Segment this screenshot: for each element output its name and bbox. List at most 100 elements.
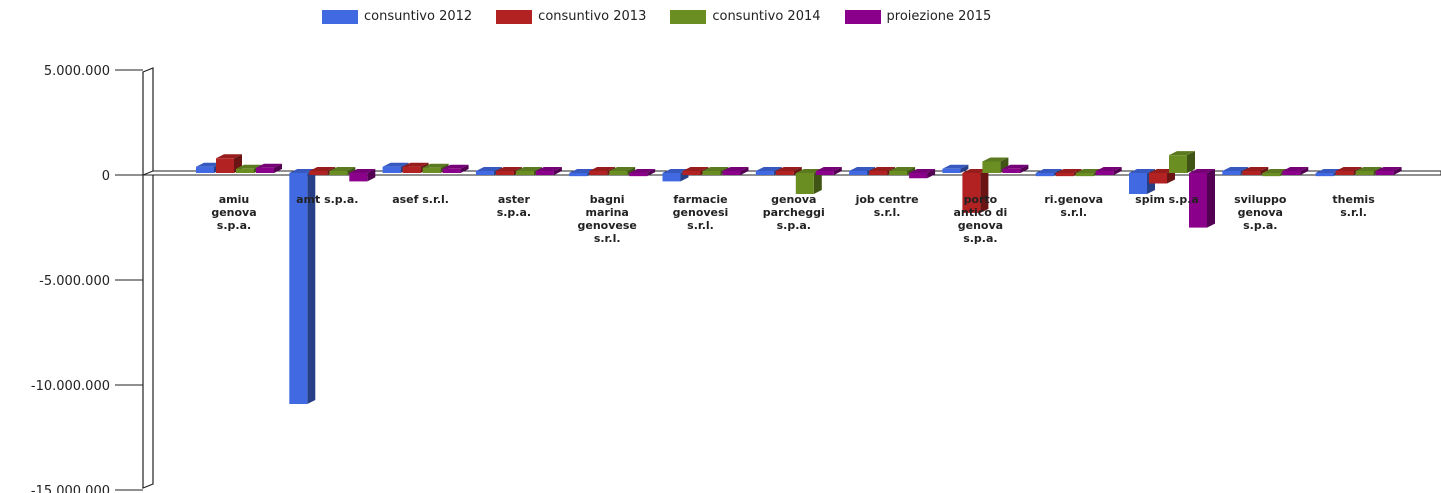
bar-front <box>1375 171 1394 175</box>
bar-side <box>1113 167 1122 175</box>
category-label: porto antico di genova s.p.a. <box>953 193 1007 245</box>
bar-top <box>889 167 916 171</box>
bar-front <box>382 166 401 173</box>
bar-top <box>722 167 749 171</box>
category-label-line: genova <box>958 219 1003 232</box>
category-label-line: s.r.l. <box>874 206 901 219</box>
bar-top <box>236 164 262 169</box>
bar-top <box>309 167 336 171</box>
bar-front <box>662 173 681 182</box>
bar[interactable] <box>1169 151 1195 173</box>
legend-label-2015: proiezione 2015 <box>886 9 992 24</box>
category-label-line: s.p.a. <box>1243 219 1277 232</box>
bar[interactable] <box>629 169 656 177</box>
bar[interactable] <box>1375 167 1402 175</box>
bar-top <box>475 167 502 171</box>
bar[interactable] <box>216 154 242 173</box>
bar-top <box>1035 169 1062 173</box>
legend-item-2013[interactable]: consuntivo 2013 <box>496 9 646 24</box>
category-label: genova parcheggi s.p.a. <box>763 193 825 232</box>
bar-side <box>813 169 822 194</box>
bar-front <box>1282 171 1301 175</box>
bar[interactable] <box>1189 169 1215 228</box>
bar-side <box>307 169 316 404</box>
bar-top <box>569 169 596 173</box>
bar-side <box>960 164 969 173</box>
bar-side <box>1393 167 1402 175</box>
bar-front <box>702 171 721 175</box>
category-label-line: porto <box>964 193 998 206</box>
category-label-line: spim s.p.a <box>1135 193 1199 206</box>
category-label-line: farmacie <box>673 193 727 206</box>
bar[interactable] <box>289 169 316 404</box>
bar-side <box>274 163 282 173</box>
bar[interactable] <box>795 169 822 194</box>
bar-top <box>1095 167 1122 171</box>
category-label: ri.genova s.r.l. <box>1044 193 1103 219</box>
bar[interactable] <box>942 164 969 173</box>
bar-side <box>647 169 656 177</box>
bar-top <box>1075 169 1102 173</box>
category-label-line: s.r.l. <box>594 232 621 245</box>
bar[interactable] <box>256 163 282 173</box>
category-label-line: themis <box>1332 193 1375 206</box>
bar-top <box>1149 169 1175 173</box>
bar-top <box>609 167 636 171</box>
bar-front <box>349 173 368 182</box>
bar-top <box>515 167 542 171</box>
legend-item-2012[interactable]: consuntivo 2012 <box>322 9 472 24</box>
bar-front <box>196 166 214 173</box>
bar-front <box>795 173 814 194</box>
bar-front <box>1002 168 1021 173</box>
bars <box>196 151 1402 404</box>
bar[interactable] <box>815 167 842 175</box>
bar-top <box>1335 167 1362 171</box>
bar-top <box>1242 167 1269 171</box>
bar[interactable] <box>442 164 469 173</box>
category-label-line: genova <box>211 206 256 219</box>
bar[interactable] <box>1282 167 1309 175</box>
bar-top <box>422 163 449 168</box>
bar-front <box>495 171 514 175</box>
category-label-line: bagni <box>590 193 625 206</box>
bar-side <box>980 169 989 213</box>
category-label: aster s.p.a. <box>497 193 531 219</box>
bar-front <box>1222 171 1241 175</box>
bar-top <box>216 154 242 159</box>
bar-top <box>682 167 709 171</box>
category-label-line: amt s.p.a. <box>296 193 358 206</box>
category-label-line: genovese <box>578 219 637 232</box>
category-label-line: marina <box>586 206 629 219</box>
legend-item-2014[interactable]: consuntivo 2014 <box>670 9 821 24</box>
bar-top <box>442 164 469 169</box>
category-label: job centre s.r.l. <box>855 193 919 219</box>
category-label-line: s.p.a. <box>963 232 997 245</box>
bar[interactable] <box>349 169 376 182</box>
bar-front <box>422 167 441 173</box>
bar[interactable] <box>909 169 936 179</box>
bar[interactable] <box>962 169 989 213</box>
bar-top <box>795 169 822 173</box>
bar-top <box>1315 169 1342 173</box>
legend-item-2015[interactable]: proiezione 2015 <box>844 9 992 24</box>
bar-side <box>1300 167 1309 175</box>
bar[interactable] <box>535 167 562 175</box>
bar[interactable] <box>1095 167 1122 175</box>
category-label-line: ri.genova <box>1044 193 1103 206</box>
bar-front <box>722 171 741 175</box>
category-label: amiu genova s.p.a. <box>211 193 256 232</box>
bar-top <box>382 162 409 167</box>
legend-label-2014: consuntivo 2014 <box>712 9 821 24</box>
bar-side <box>1020 164 1029 173</box>
bar-front <box>1129 173 1147 194</box>
bar[interactable] <box>1002 164 1029 173</box>
bar-top <box>849 167 876 171</box>
bar-front <box>589 171 608 175</box>
bar-top <box>755 167 782 171</box>
bar[interactable] <box>722 167 749 175</box>
bar-front <box>755 171 774 175</box>
bar-top <box>535 167 562 171</box>
legend-swatch-2012 <box>322 9 358 24</box>
bar-front <box>1262 173 1281 177</box>
